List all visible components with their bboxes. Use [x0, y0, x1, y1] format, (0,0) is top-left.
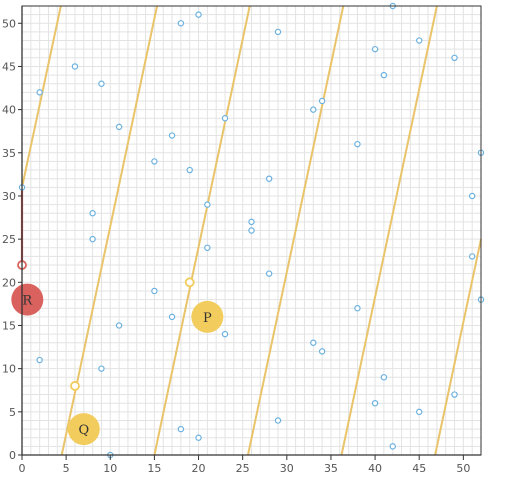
data-point: [221, 115, 229, 122]
y-tick-label: 45: [2, 60, 16, 73]
tick-labels: 0 5 10 15 20 25 30 35 40 45 50 0 5 10 15 20 25 30 35 40 45 50: [2, 17, 470, 475]
data-point: [310, 339, 317, 346]
badge-r: [11, 283, 44, 316]
data-point: [248, 218, 255, 226]
x-tick-label: 20: [192, 462, 206, 475]
data-point: [318, 348, 326, 355]
data-points: [18, 2, 485, 459]
data-point: [195, 434, 202, 441]
data-point: [389, 443, 396, 450]
data-point: [98, 80, 105, 87]
data-point: [195, 11, 202, 18]
data-point: [204, 201, 211, 208]
data-point: [71, 63, 79, 70]
y-tick-label: 10: [2, 363, 16, 376]
data-point: [36, 89, 43, 96]
data-point: [98, 365, 105, 372]
data-point: [380, 71, 388, 79]
y-tick-label: 20: [2, 276, 16, 289]
badge-label-p: P: [203, 311, 212, 326]
axes: [21, 5, 482, 456]
y-tick-label: 0: [9, 449, 16, 462]
y-tick-label: 35: [2, 147, 16, 160]
data-point: [177, 425, 185, 433]
x-tick-label: 10: [103, 462, 117, 475]
y-tick-label: 50: [2, 17, 16, 30]
data-point: [416, 408, 423, 416]
data-point: [177, 20, 185, 27]
data-point: [89, 210, 96, 217]
data-point: [310, 106, 317, 113]
x-tick-label: 50: [456, 462, 470, 475]
data-point: [168, 313, 176, 321]
badge-q: [67, 413, 100, 446]
y-tick-label: 25: [2, 233, 16, 246]
data-point: [274, 28, 282, 36]
y-tick-label: 15: [2, 319, 16, 332]
data-point: [186, 166, 193, 174]
diagonal-line: [340, 5, 438, 456]
data-point: [151, 158, 158, 165]
y-tick-label: 40: [2, 104, 16, 117]
x-tick-label: 15: [147, 462, 161, 475]
x-tick-label: 5: [63, 462, 70, 475]
data-point: [318, 97, 326, 105]
label-badges: R P Q: [11, 283, 224, 446]
data-point: [168, 132, 176, 139]
diagonal-lines: [21, 5, 482, 456]
badge-p: [191, 300, 224, 333]
data-point: [151, 287, 158, 295]
data-point: [89, 235, 96, 243]
badge-label-q: Q: [78, 423, 89, 438]
x-tick-label: 0: [19, 462, 26, 475]
x-tick-label: 30: [280, 462, 294, 475]
x-tick-label: 45: [412, 462, 426, 475]
diagonal-line: [153, 5, 251, 456]
data-point: [468, 192, 476, 200]
x-tick-label: 35: [324, 462, 338, 475]
open-marker: [70, 381, 80, 391]
x-tick-label: 40: [368, 462, 382, 475]
data-point: [371, 45, 379, 53]
data-point: [451, 391, 458, 398]
data-point: [416, 37, 423, 44]
diagonal-line: [60, 5, 159, 456]
data-point: [115, 123, 123, 131]
data-point: [468, 253, 476, 260]
data-point: [265, 175, 273, 182]
data-point: [371, 399, 379, 407]
data-point: [36, 356, 43, 364]
data-point: [248, 227, 255, 234]
data-point: [451, 54, 458, 62]
diagonal-line: [246, 5, 345, 456]
badge-label-r: R: [22, 294, 33, 309]
open-marker: [184, 277, 195, 288]
diagonal-line: [434, 238, 482, 456]
data-point: [380, 374, 388, 381]
y-tick-label: 30: [2, 190, 16, 203]
y-tick-label: 5: [9, 406, 16, 419]
data-point: [221, 330, 229, 338]
x-tick-label: 25: [236, 462, 250, 475]
data-point: [354, 305, 361, 312]
diagonal-line: [21, 5, 62, 188]
data-point: [204, 244, 211, 251]
data-point: [265, 270, 273, 277]
data-point: [274, 417, 282, 424]
data-point: [115, 322, 123, 329]
data-point: [354, 140, 361, 148]
